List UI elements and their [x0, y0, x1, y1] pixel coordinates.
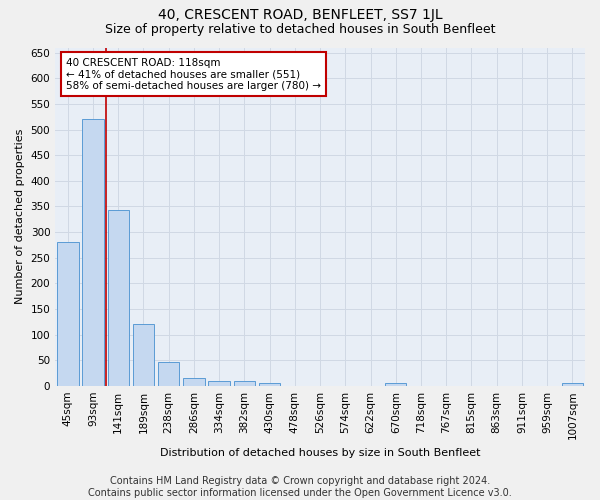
Bar: [208, 380, 230, 386]
Bar: [385, 383, 406, 386]
Bar: [183, 378, 205, 386]
Bar: [259, 383, 280, 386]
Text: Size of property relative to detached houses in South Benfleet: Size of property relative to detached ho…: [105, 22, 495, 36]
Bar: [82, 118, 104, 386]
Bar: [107, 210, 129, 386]
Bar: [562, 383, 583, 386]
Bar: [133, 324, 154, 386]
X-axis label: Distribution of detached houses by size in South Benfleet: Distribution of detached houses by size …: [160, 448, 481, 458]
Bar: [158, 362, 179, 386]
Text: 40 CRESCENT ROAD: 118sqm
← 41% of detached houses are smaller (551)
58% of semi-: 40 CRESCENT ROAD: 118sqm ← 41% of detach…: [66, 58, 321, 91]
Text: Contains HM Land Registry data © Crown copyright and database right 2024.
Contai: Contains HM Land Registry data © Crown c…: [88, 476, 512, 498]
Bar: [57, 242, 79, 386]
Text: 40, CRESCENT ROAD, BENFLEET, SS7 1JL: 40, CRESCENT ROAD, BENFLEET, SS7 1JL: [158, 8, 442, 22]
Y-axis label: Number of detached properties: Number of detached properties: [15, 129, 25, 304]
Bar: [233, 381, 255, 386]
